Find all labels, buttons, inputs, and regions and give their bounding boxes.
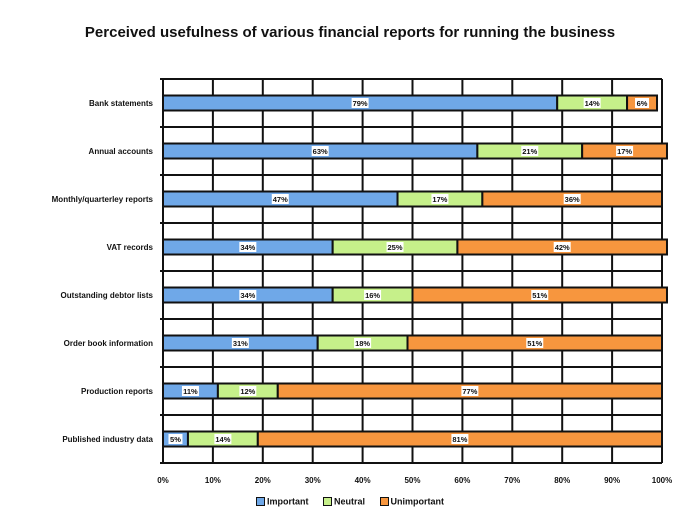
x-tick-label: 80%	[554, 476, 570, 485]
data-label: 18%	[355, 339, 370, 348]
x-tick-label: 60%	[454, 476, 470, 485]
data-label-bg	[271, 194, 289, 204]
x-tick-label: 0%	[157, 476, 169, 485]
data-label: 21%	[522, 147, 537, 156]
data-label-bg	[181, 386, 199, 396]
data-label-bg	[451, 434, 469, 444]
data-label-bg	[239, 290, 257, 300]
legend-item-unimportant: Unimportant	[379, 496, 445, 507]
legend-label-unimportant: Unimportant	[390, 496, 445, 507]
legend-item-neutral: Neutral	[322, 496, 365, 507]
data-label-bg	[635, 98, 650, 108]
data-label: 5%	[170, 435, 181, 444]
x-tick-label: 40%	[355, 476, 371, 485]
data-label-bg	[583, 98, 601, 108]
x-tick-label: 20%	[255, 476, 271, 485]
data-label: 36%	[565, 195, 580, 204]
legend: Important Neutral Unimportant	[0, 496, 700, 507]
data-label: 42%	[555, 243, 570, 252]
data-label: 63%	[313, 147, 328, 156]
category-label: Production reports	[81, 387, 154, 396]
x-tick-label: 70%	[504, 476, 520, 485]
data-label: 12%	[240, 387, 255, 396]
data-label: 17%	[432, 195, 447, 204]
x-tick-label: 50%	[404, 476, 420, 485]
category-label: Published industry data	[62, 435, 153, 444]
legend-swatch-unimportant	[379, 497, 389, 507]
category-label: Monthly/quarterley reports	[52, 195, 154, 204]
category-label: Order book information	[64, 339, 153, 348]
x-tick-label: 100%	[652, 476, 672, 485]
data-label-bg	[168, 434, 183, 444]
category-label: Annual accounts	[89, 147, 154, 156]
data-label-bg	[531, 290, 549, 300]
data-label-bg	[521, 146, 539, 156]
category-label: Outstanding debtor lists	[61, 291, 154, 300]
legend-swatch-neutral	[322, 497, 332, 507]
data-label: 16%	[365, 291, 380, 300]
x-tick-label: 30%	[305, 476, 321, 485]
data-label-bg	[461, 386, 479, 396]
data-label: 14%	[215, 435, 230, 444]
data-label-bg	[351, 98, 369, 108]
data-label: 31%	[233, 339, 248, 348]
data-label: 79%	[353, 99, 368, 108]
category-label: VAT records	[107, 243, 154, 252]
data-label: 34%	[240, 291, 255, 300]
data-label-bg	[239, 386, 257, 396]
data-label-bg	[386, 242, 404, 252]
data-label-bg	[214, 434, 232, 444]
legend-label-neutral: Neutral	[333, 496, 365, 507]
data-label-bg	[354, 338, 372, 348]
data-label-bg	[431, 194, 449, 204]
data-label: 6%	[637, 99, 648, 108]
category-label: Bank statements	[89, 99, 154, 108]
data-label: 51%	[532, 291, 547, 300]
data-label-bg	[616, 146, 634, 156]
data-label: 17%	[617, 147, 632, 156]
x-tick-label: 90%	[604, 476, 620, 485]
data-label-bg	[563, 194, 581, 204]
chart-title: Perceived usefulness of various financia…	[84, 24, 616, 41]
data-label: 51%	[527, 339, 542, 348]
legend-item-important: Important	[255, 496, 309, 507]
data-label-bg	[311, 146, 329, 156]
data-label-bg	[553, 242, 571, 252]
data-label-bg	[239, 242, 257, 252]
data-label-bg	[231, 338, 249, 348]
data-label: 25%	[388, 243, 403, 252]
data-label: 14%	[585, 99, 600, 108]
data-label: 34%	[240, 243, 255, 252]
data-label: 77%	[462, 387, 477, 396]
x-tick-label: 10%	[205, 476, 221, 485]
data-label: 47%	[273, 195, 288, 204]
data-label-bg	[526, 338, 544, 348]
legend-label-important: Important	[266, 496, 309, 507]
data-label: 81%	[452, 435, 467, 444]
data-label-bg	[364, 290, 382, 300]
data-label: 11%	[183, 387, 198, 396]
legend-swatch-important	[255, 497, 265, 507]
